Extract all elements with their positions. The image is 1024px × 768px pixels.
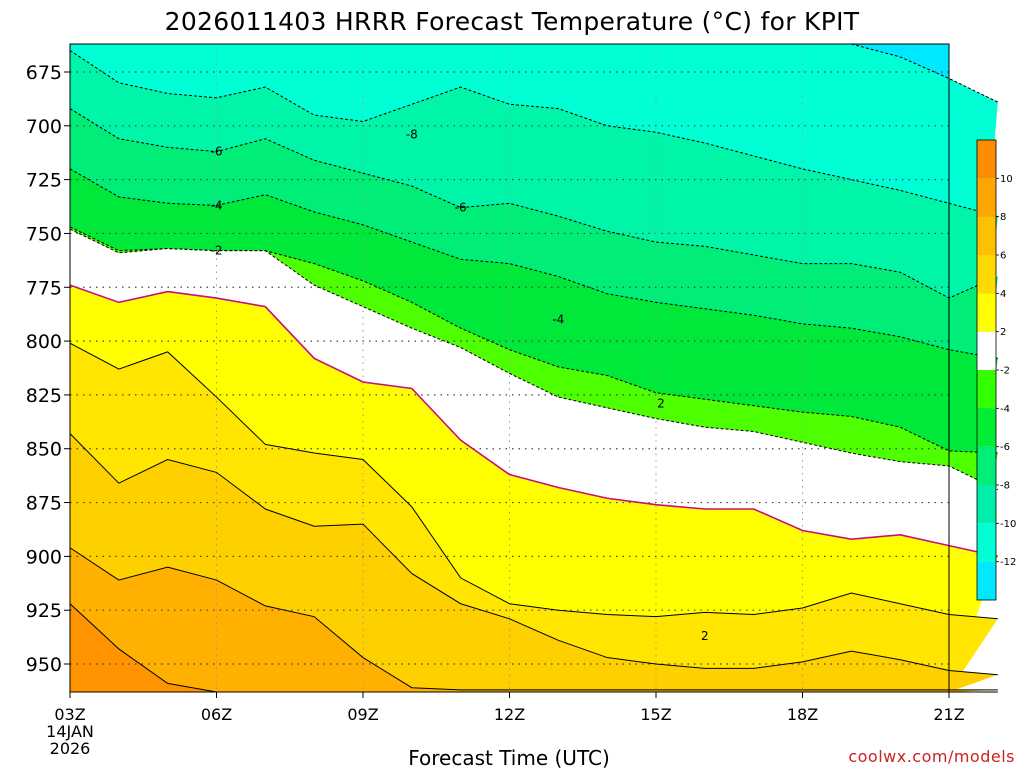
y-tick-label: 700: [26, 116, 62, 138]
chart-title: 2026011403 HRRR Forecast Temperature (°C…: [165, 7, 860, 36]
grid-lines: [70, 44, 949, 692]
temperature-fill-regions: [70, 44, 998, 692]
colorbar-label: -6: [1000, 442, 1010, 453]
colorbar-label: 4: [1000, 289, 1006, 300]
colorbar-label: 2: [1000, 327, 1006, 338]
x-tick-label: 18Z: [787, 705, 818, 724]
contour-label: -6: [455, 201, 467, 215]
y-tick-label: 675: [26, 62, 62, 84]
x-tick-label: 12Z: [494, 705, 525, 724]
x-tick-year: 2026: [50, 739, 91, 758]
y-tick-label: 775: [26, 277, 62, 299]
colorbar-label: 10: [1000, 174, 1013, 185]
contour-label: -8: [406, 127, 418, 141]
colorbar-swatch: [977, 216, 996, 255]
colorbar-swatch: [977, 561, 996, 600]
contour-label: -4: [552, 313, 564, 327]
colorbar-swatch: [977, 255, 996, 294]
x-tick-label: 09Z: [347, 705, 378, 724]
colorbar-label: -4: [1000, 404, 1010, 415]
colorbar: 10 8 6 4 2 -2 -4 -6 -8 -10 -12: [976, 139, 1016, 601]
colorbar-swatch: [977, 408, 996, 447]
contour-label: 2: [701, 629, 709, 643]
x-tick-date: 14JAN: [46, 722, 94, 741]
colorbar-swatch: [977, 331, 996, 370]
y-tick-label: 725: [26, 170, 62, 192]
isotherm-4: [69, 433, 998, 676]
y-tick-label: 875: [26, 493, 62, 515]
y-tick-label: 750: [26, 223, 62, 245]
x-axis-label: Forecast Time (UTC): [408, 746, 610, 768]
y-tick-label: 925: [26, 600, 62, 622]
isotherm--12: [851, 43, 999, 103]
contour-label: -4: [211, 198, 223, 212]
contour-labels: -8 -6 -4 -6 -2 -4 2 2: [211, 127, 709, 643]
colorbar-label: 8: [1000, 212, 1006, 223]
isotherm--10: [69, 50, 998, 217]
colorbar-swatch: [977, 446, 996, 485]
colorbar-swatch: [977, 140, 996, 179]
contour-label: -6: [211, 145, 223, 159]
colorbar-swatch: [977, 370, 996, 409]
isotherm--2: [69, 228, 999, 491]
colorbar-swatch: [977, 485, 996, 524]
y-tick-label: 825: [26, 385, 62, 407]
x-tick-label: 06Z: [201, 705, 232, 724]
isotherm--6: [69, 168, 998, 359]
colorbar-swatch: [977, 178, 996, 217]
y-tick-label: 950: [26, 654, 62, 676]
colorbar-label: -8: [1000, 481, 1010, 492]
contour-label: -2: [211, 244, 223, 258]
isotherm-6: [69, 547, 998, 691]
colorbar-swatch: [977, 293, 996, 332]
y-tick-label: 900: [26, 546, 62, 568]
fill-6-to-8: [70, 44, 998, 692]
y-tick-label: 850: [26, 439, 62, 461]
fill-4-to-6: [70, 44, 998, 692]
colorbar-label: -2: [1000, 366, 1010, 377]
y-tick-label: 800: [26, 331, 62, 353]
x-tick-label: 15Z: [640, 705, 671, 724]
x-tick-label: 21Z: [933, 705, 964, 724]
colorbar-swatch: [977, 523, 996, 562]
x-tick-label: 03Z: [54, 705, 85, 724]
colorbar-label: 6: [1000, 251, 1006, 262]
y-axis: 675 700 725 750 775 800 825 850 875 900 925 950: [26, 62, 70, 676]
credit-link[interactable]: coolwx.com/models: [848, 747, 1015, 766]
colorbar-label: -10: [1000, 519, 1016, 530]
contour-label: 2: [657, 397, 665, 411]
isotherm-2: [69, 342, 998, 620]
colorbar-label: -12: [1000, 557, 1016, 568]
isotherm-0: [69, 284, 999, 558]
